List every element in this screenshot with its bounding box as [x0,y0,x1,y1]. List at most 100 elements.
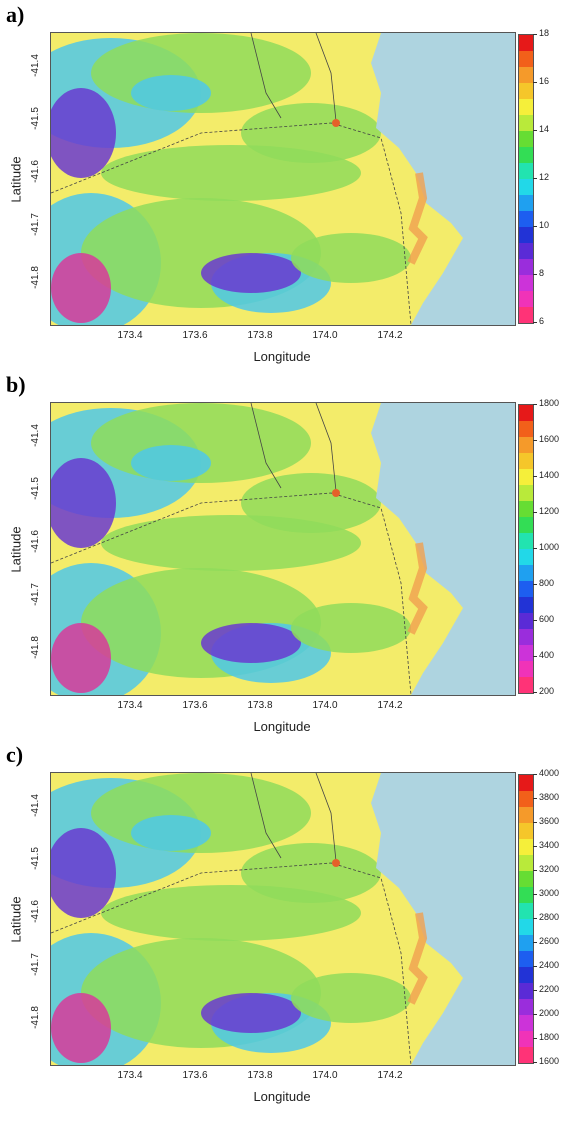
legend-swatch [519,259,533,275]
legend-swatch [519,1047,533,1063]
legend-swatch [519,565,533,581]
legend-tick-mark [533,226,537,227]
legend-tick-mark [533,656,537,657]
legend-tick-label: 800 [539,578,555,588]
y-tick: -41.7 [29,953,41,976]
legend-tick-mark [533,774,537,775]
legend-swatch [519,99,533,115]
legend-tick-mark [533,894,537,895]
legend-tick-label: 2200 [539,984,560,994]
legend-tick-label: 3000 [539,888,560,898]
legend-tick-mark [533,322,537,323]
legend-swatch [519,807,533,823]
legend-swatch [519,775,533,791]
map-b[interactable] [50,402,516,696]
legend-tick-label: 200 [539,686,555,696]
road-line [51,492,412,695]
y-tick: -41.4 [29,54,41,77]
legend-tick-label: 3400 [539,840,560,850]
legend-tick-mark [533,1062,537,1063]
legend-swatch [519,421,533,437]
legend-tick-label: 400 [539,650,555,660]
legend-tick-mark [533,692,537,693]
x-axis-label: Longitude [253,1089,311,1104]
y-tick: -41.6 [29,530,41,553]
y-tick: -41.4 [29,794,41,817]
legend-swatch [519,791,533,807]
y-tick: -41.6 [29,160,41,183]
legend-swatch [519,999,533,1015]
terrain-zone [51,253,111,323]
legend-tick-label: 16 [539,76,550,86]
legend-swatch [519,469,533,485]
terrain-zone [201,993,301,1033]
road-line [250,403,282,489]
legend-swatch [519,115,533,131]
x-tick: 173.4 [117,1070,143,1081]
road-line [250,773,282,859]
terrain-zone [51,623,111,693]
terrain-zone [291,973,411,1023]
legend-tick-label: 1400 [539,470,560,480]
legend-tick-label: 1800 [539,398,560,408]
legend-tick-label: 6 [539,316,545,326]
panel-b: b) Latitude -41.4 -41.5 -41.6 -41.7 -41.… [0,372,567,762]
y-tick: -41.6 [29,900,41,923]
panel-c: c) Latitude -41.4 -41.5 -41.6 -41.7 -41.… [0,742,567,1132]
legend-tick-mark [533,822,537,823]
legend-swatch [519,645,533,661]
panel-label: a) [6,2,25,27]
map-c[interactable] [50,772,516,1066]
legend-swatch [519,629,533,645]
legend-swatch [519,983,533,999]
legend-swatch [519,613,533,629]
terrain-zone [51,993,111,1063]
legend-tick-mark [533,990,537,991]
color-legend [518,404,534,694]
y-tick: -41.7 [29,213,41,236]
town-marker [332,119,340,127]
x-tick: 173.8 [247,1070,273,1081]
legend-swatch [519,485,533,501]
map-a[interactable] [50,32,516,326]
panel-label: b) [6,372,26,397]
legend-tick-label: 2600 [539,936,560,946]
legend-swatch [519,661,533,677]
road-line [51,862,412,1065]
x-axis-label: Longitude [253,719,311,734]
legend-tick-label: 1000 [539,542,560,552]
x-tick: 174.2 [377,330,403,341]
legend-swatch [519,1031,533,1047]
rainfall-map [51,403,515,695]
legend-swatch [519,227,533,243]
legend-tick-label: 3600 [539,816,560,826]
elevation-map [51,33,515,325]
terrain-zone [241,103,381,163]
road-line [315,403,337,492]
panel-label: c) [6,742,24,767]
sea-area [371,33,515,325]
x-tick: 173.6 [182,700,208,711]
coastal-zone [407,172,428,265]
legend-swatch [519,243,533,259]
legend-tick-mark [533,130,537,131]
color-legend [518,34,534,324]
road-line [51,122,412,325]
y-axis-label: Latitude [8,526,24,573]
y-tick: -41.8 [29,636,41,659]
legend-tick-mark [533,620,537,621]
legend-swatch [519,83,533,99]
terrain-zone [291,603,411,653]
legend-swatch [519,195,533,211]
legend-tick-label: 2000 [539,1008,560,1018]
legend-swatch [519,887,533,903]
sea-area [371,403,515,695]
terrain-zone [201,623,301,663]
legend-tick-mark [533,548,537,549]
legend-swatch [519,67,533,83]
legend-tick-label: 1600 [539,434,560,444]
legend-swatch [519,275,533,291]
legend-tick-mark [533,82,537,83]
legend-tick-mark [533,584,537,585]
x-tick: 173.4 [117,700,143,711]
